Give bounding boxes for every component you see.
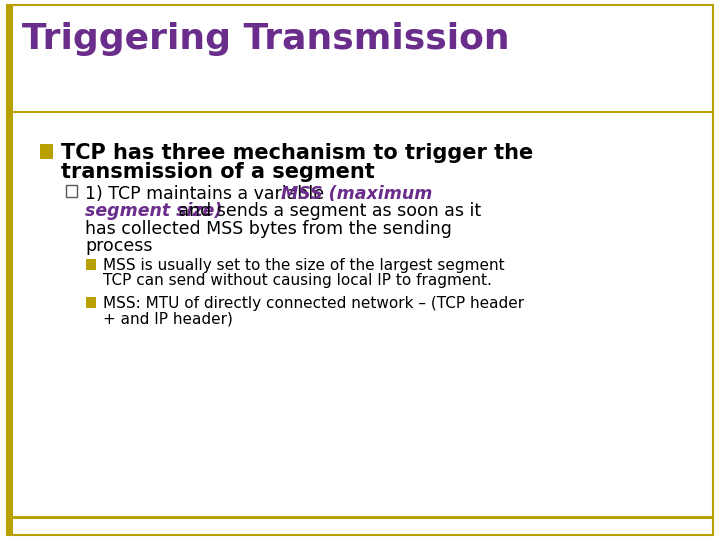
Text: + and IP header): + and IP header)	[103, 311, 233, 326]
Text: has collected MSS bytes from the sending: has collected MSS bytes from the sending	[85, 220, 452, 238]
Text: MSS is usually set to the size of the largest segment: MSS is usually set to the size of the la…	[103, 258, 505, 273]
Text: and sends a segment as soon as it: and sends a segment as soon as it	[173, 202, 481, 220]
Text: Triggering Transmission: Triggering Transmission	[22, 22, 509, 56]
Text: 1) TCP maintains a variable: 1) TCP maintains a variable	[85, 185, 330, 203]
Bar	[7, 5, 13, 535]
Bar	[7, 111, 713, 113]
Text: TCP has three mechanism to trigger the: TCP has three mechanism to trigger the	[61, 143, 534, 163]
Text: MSS: MTU of directly connected network – (TCP header: MSS: MTU of directly connected network –…	[103, 296, 524, 311]
Bar	[40, 144, 53, 159]
Bar	[7, 516, 713, 519]
Text: process: process	[85, 237, 153, 255]
FancyBboxPatch shape	[66, 185, 77, 197]
Text: MSS (maximum: MSS (maximum	[281, 185, 432, 203]
Text: segment size): segment size)	[85, 202, 222, 220]
Bar	[86, 259, 96, 270]
Text: TCP can send without causing local IP to fragment.: TCP can send without causing local IP to…	[103, 273, 492, 288]
Bar	[86, 297, 96, 308]
Text: transmission of a segment: transmission of a segment	[61, 162, 375, 182]
